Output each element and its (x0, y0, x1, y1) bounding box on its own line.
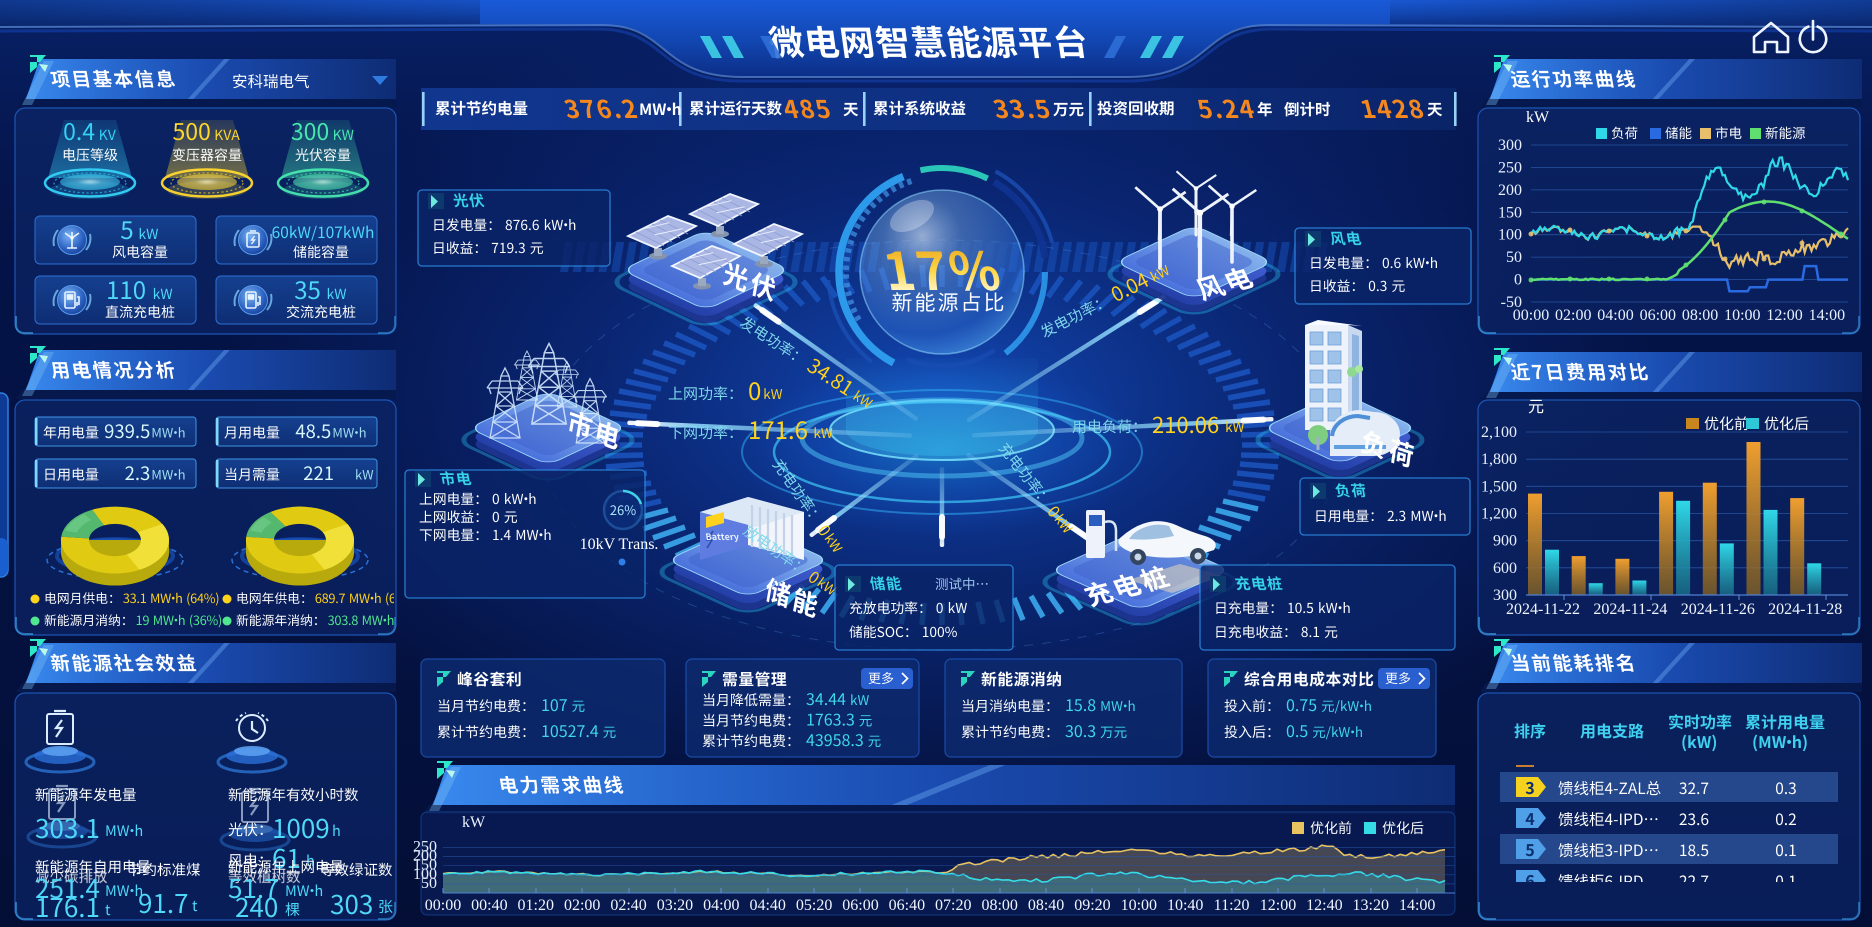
svg-text:05:20: 05:20 (796, 897, 832, 914)
svg-text:11:20: 11:20 (1214, 897, 1250, 914)
svg-text:00:40: 00:40 (471, 897, 507, 914)
svg-text:08:00: 08:00 (1682, 307, 1718, 324)
svg-text:02:40: 02:40 (610, 897, 646, 914)
svg-text:kW: kW (1526, 109, 1550, 126)
svg-text:250: 250 (413, 839, 437, 856)
svg-text:2,100: 2,100 (1481, 424, 1517, 441)
svg-text:04:00: 04:00 (1597, 307, 1633, 324)
svg-text:600: 600 (1493, 560, 1517, 577)
svg-text:200: 200 (413, 848, 437, 865)
svg-text:300: 300 (1493, 587, 1517, 604)
svg-text:12:40: 12:40 (1306, 897, 1342, 914)
svg-text:10:00: 10:00 (1724, 307, 1760, 324)
svg-text:02:00: 02:00 (564, 897, 600, 914)
svg-text:300: 300 (1498, 137, 1522, 154)
svg-text:08:40: 08:40 (1028, 897, 1064, 914)
svg-text:2024-11-24: 2024-11-24 (1593, 601, 1667, 618)
svg-text:0: 0 (1514, 272, 1522, 289)
svg-text:03:20: 03:20 (657, 897, 693, 914)
svg-text:14:00: 14:00 (1809, 307, 1845, 324)
svg-text:2024-11-26: 2024-11-26 (1681, 601, 1755, 618)
svg-text:150: 150 (413, 857, 437, 874)
svg-text:10kV Trans.: 10kV Trans. (580, 536, 659, 553)
svg-text:02:00: 02:00 (1555, 307, 1591, 324)
svg-text:元: 元 (1528, 399, 1544, 416)
svg-text:1,500: 1,500 (1481, 478, 1517, 495)
svg-text:100: 100 (413, 866, 437, 883)
svg-text:14:00: 14:00 (1399, 897, 1435, 914)
svg-text:1,800: 1,800 (1481, 451, 1517, 468)
svg-text:2024-11-22: 2024-11-22 (1506, 601, 1580, 618)
svg-text:00:00: 00:00 (425, 897, 461, 914)
svg-text:150: 150 (1498, 204, 1522, 221)
svg-text:900: 900 (1493, 533, 1517, 550)
svg-text:04:40: 04:40 (749, 897, 785, 914)
svg-text:12:00: 12:00 (1766, 307, 1802, 324)
svg-text:kW: kW (462, 814, 486, 831)
svg-text:-50: -50 (1501, 294, 1522, 311)
svg-text:250: 250 (1498, 159, 1522, 176)
svg-text:12:00: 12:00 (1260, 897, 1296, 914)
svg-text:00:00: 00:00 (1513, 307, 1549, 324)
svg-text:13:20: 13:20 (1353, 897, 1389, 914)
svg-text:08:00: 08:00 (981, 897, 1017, 914)
svg-text:200: 200 (1498, 182, 1522, 199)
svg-text:50: 50 (1506, 249, 1522, 266)
svg-text:50: 50 (421, 875, 437, 892)
svg-text:09:20: 09:20 (1074, 897, 1110, 914)
svg-text:10:00: 10:00 (1121, 897, 1157, 914)
svg-text:10:40: 10:40 (1167, 897, 1203, 914)
svg-text:2024-11-28: 2024-11-28 (1768, 601, 1842, 618)
svg-text:01:20: 01:20 (518, 897, 554, 914)
svg-text:04:00: 04:00 (703, 897, 739, 914)
svg-text:06:40: 06:40 (889, 897, 925, 914)
svg-text:100: 100 (1498, 227, 1522, 244)
svg-text:06:00: 06:00 (1640, 307, 1676, 324)
svg-text:1,200: 1,200 (1481, 506, 1517, 523)
svg-text:07:20: 07:20 (935, 897, 971, 914)
svg-text:06:00: 06:00 (842, 897, 878, 914)
